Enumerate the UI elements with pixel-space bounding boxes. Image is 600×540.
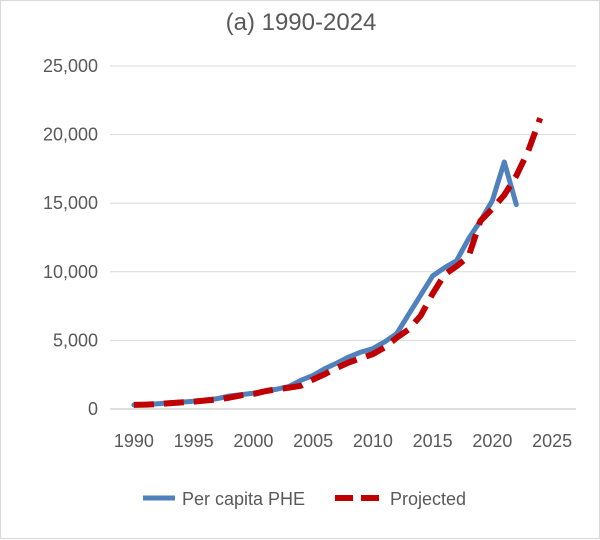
x-tick-label: 1990: [114, 431, 154, 451]
x-tick-label: 2015: [413, 431, 453, 451]
y-tick-label: 0: [88, 399, 98, 419]
series-line-per-capita-phe: [131, 159, 519, 408]
x-tick-label: 2025: [532, 431, 572, 451]
x-axis-ticks: 1990 1995 2000 2005 2010 2015 2020 2025: [114, 431, 572, 451]
legend-label-projected: Projected: [390, 489, 466, 509]
y-tick-label: 25,000: [43, 56, 98, 76]
y-tick-label: 10,000: [43, 262, 98, 282]
y-tick-label: 5,000: [53, 330, 98, 350]
series-lines: [131, 117, 544, 408]
x-tick-label: 2005: [293, 431, 333, 451]
legend: Per capita PHE Projected: [143, 489, 466, 509]
x-tick-label: 2000: [233, 431, 273, 451]
series-line-projected: [133, 117, 544, 408]
y-tick-label: 20,000: [43, 125, 98, 145]
x-tick-label: 2020: [472, 431, 512, 451]
x-tick-label: 2010: [353, 431, 393, 451]
gridlines: [110, 65, 576, 410]
y-tick-label: 15,000: [43, 193, 98, 213]
x-tick-label: 1995: [174, 431, 214, 451]
legend-label-per-capita-phe: Per capita PHE: [182, 489, 305, 509]
chart-title: (a) 1990-2024: [226, 9, 377, 36]
y-axis-ticks: 0 5,000 10,000 15,000 20,000 25,000: [43, 56, 98, 419]
